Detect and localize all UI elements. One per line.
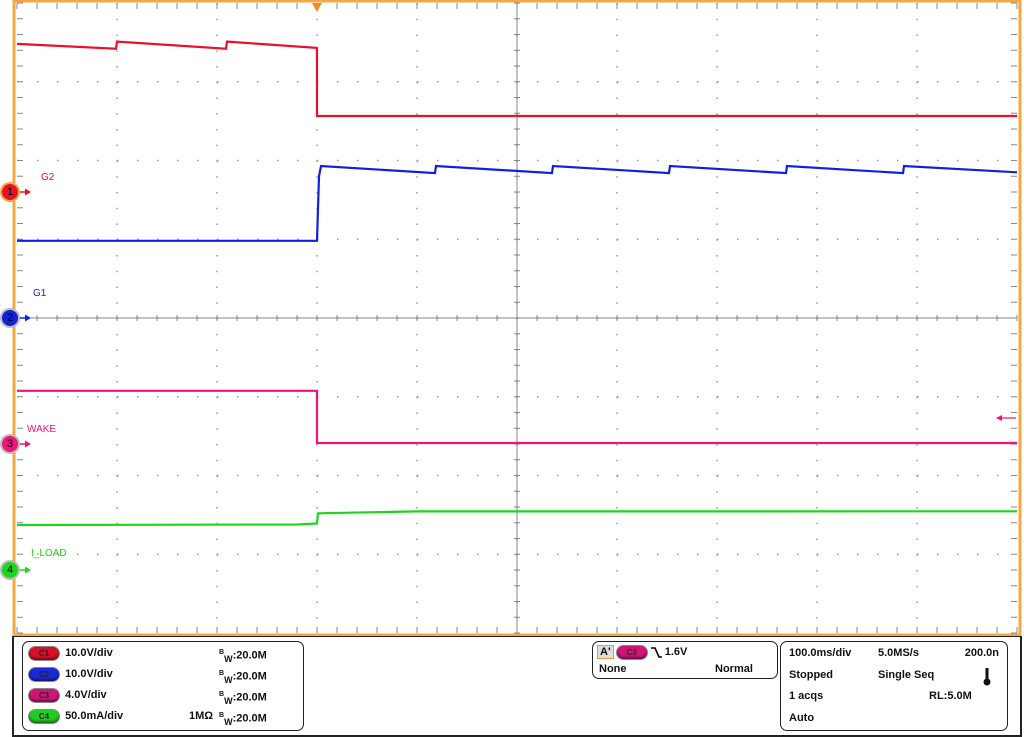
acquisition-state: Stopped xyxy=(789,669,833,681)
status-panel: C1 10.0V/div BW:20.0M C2 10.0V/div BW:20… xyxy=(12,636,1022,737)
sample-rate: 5.0MS/s xyxy=(878,647,919,659)
c1-bandwidth: BW:20.0M xyxy=(219,649,267,664)
acquisition-count: 1 acqs xyxy=(789,690,824,702)
trigger-level: 1.6V xyxy=(664,646,688,658)
channel-1-marker[interactable]: 1 xyxy=(2,184,18,200)
falling-edge-icon xyxy=(650,647,662,658)
ground-arrow-head xyxy=(25,566,31,574)
c3-badge[interactable]: C3 xyxy=(29,688,59,702)
trace-label-g2: G2 xyxy=(41,172,55,183)
channel-row-c1[interactable]: C1 10.0V/div BW:20.0M xyxy=(29,644,299,664)
c2-bandwidth: BW:20.0M xyxy=(219,670,267,685)
timebase: 100.0ms/div xyxy=(789,647,852,659)
c2-scale: 10.0V/div xyxy=(65,668,113,680)
channel-row-c2[interactable]: C2 10.0V/div BW:20.0M xyxy=(29,665,299,685)
trigger-coupling: None xyxy=(599,663,627,675)
trace-g1 xyxy=(17,164,1018,242)
trigger-label: A' xyxy=(597,645,614,659)
channel-4-marker[interactable]: 4 xyxy=(2,562,18,578)
c3-bandwidth: BW:20.0M xyxy=(219,691,267,706)
c4-scale: 50.0mA/div xyxy=(65,710,124,722)
acquisition-mode: Single Seq xyxy=(878,669,935,681)
ground-arrow-head xyxy=(25,440,31,448)
trace-label-g1: G1 xyxy=(33,288,47,299)
record-length: RL:5.0M xyxy=(929,690,972,702)
ground-arrow-head xyxy=(25,314,31,322)
c4-badge[interactable]: C4 xyxy=(29,709,59,723)
trace-i-load xyxy=(16,510,1018,527)
c1-badge[interactable]: C1 xyxy=(29,646,59,660)
channel-row-c3[interactable]: C3 4.0V/div BW:20.0M xyxy=(29,686,299,706)
trigger-settings-box[interactable]: A' C3 1.6V None Normal xyxy=(592,641,778,679)
trigger-level-icon[interactable] xyxy=(996,415,1016,421)
resolution: 200.0n xyxy=(964,647,999,659)
trigger-position-icon[interactable] xyxy=(312,3,322,12)
waveform-display xyxy=(12,0,1022,636)
channel-3-marker[interactable]: 3 xyxy=(2,436,18,452)
channel-row-c4[interactable]: C4 50.0mA/div 1MΩ BW:20.0M xyxy=(29,707,299,727)
ground-arrow-head xyxy=(25,188,31,196)
traces xyxy=(16,40,1018,574)
c2-badge[interactable]: C2 xyxy=(29,667,59,681)
trace-g2 xyxy=(16,40,1017,118)
c3-scale: 4.0V/div xyxy=(65,689,107,701)
graticule xyxy=(16,2,1018,634)
trigger-source-badge[interactable]: C3 xyxy=(616,645,647,659)
trace-label-wake: WAKE xyxy=(27,424,57,435)
acquisition-box[interactable]: 100.0ms/div 5.0MS/s 200.0n Stopped Singl… xyxy=(780,641,1008,731)
c4-impedance: 1MΩ xyxy=(189,710,214,722)
thermometer-icon xyxy=(983,668,991,686)
c4-bandwidth: BW:20.0M xyxy=(219,712,267,727)
trigger-source-row: A' C3 1.6V xyxy=(597,643,687,661)
channel-settings-box: C1 10.0V/div BW:20.0M C2 10.0V/div BW:20… xyxy=(22,641,304,731)
trigger-mode-auto: Auto xyxy=(789,712,815,724)
channel-2-marker[interactable]: 2 xyxy=(2,310,18,326)
c1-scale: 10.0V/div xyxy=(65,647,113,659)
trigger-mode: Normal xyxy=(715,663,753,675)
trace-wake xyxy=(17,389,1017,445)
trace-label-i_load: I_LOAD xyxy=(31,548,67,559)
